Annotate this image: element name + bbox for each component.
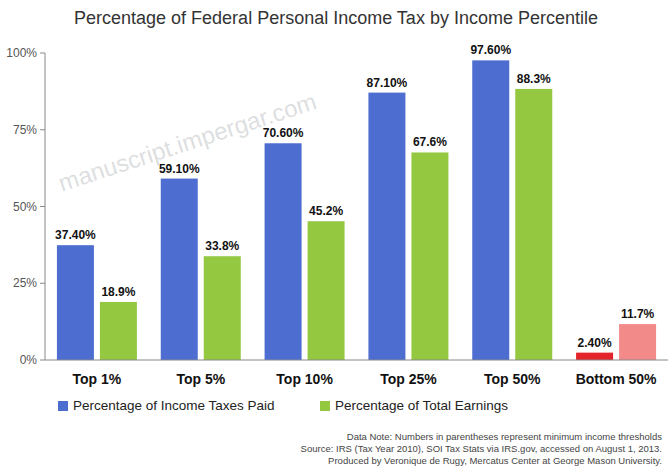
data-labels: 37.40% 59.10% 70.60% 87.10% 97.60% 2.40% 18.9%…: [55, 43, 655, 349]
category-label: Top 1%: [73, 371, 122, 387]
tick: [40, 360, 45, 361]
tick: [40, 129, 45, 130]
legend-label: Percentage of Income Taxes Paid: [73, 398, 275, 413]
note: Produced by Veronique de Rugy, Mercatus …: [328, 455, 662, 466]
y-axis: [45, 53, 46, 360]
note: Data Note: Numbers in parentheses repres…: [347, 431, 662, 442]
tick-label: 50%: [13, 200, 37, 214]
bar: [308, 221, 345, 360]
legend-swatch: [58, 401, 68, 411]
category-label: Top 10%: [276, 371, 333, 387]
data-label: 33.8%: [205, 239, 239, 253]
bar: [619, 324, 656, 360]
bar: [100, 302, 137, 360]
title: Percentage of Federal Personal Income Ta…: [74, 8, 598, 28]
legend-swatch: [320, 401, 330, 411]
legend: Percentage of Income Taxes Paid Percentag…: [58, 398, 508, 413]
category-label: Bottom 50%: [576, 371, 657, 387]
data-label: 67.6%: [413, 135, 447, 149]
tick-label: 25%: [13, 276, 37, 290]
tick-label: 75%: [13, 123, 37, 137]
data-label: 45.2%: [309, 204, 343, 218]
tick: [40, 283, 45, 284]
bars: [57, 60, 656, 360]
tick-label: 0%: [20, 353, 38, 367]
bar: [576, 353, 613, 360]
tick: [40, 53, 45, 54]
bar: [472, 60, 509, 360]
data-label: 2.40%: [578, 336, 612, 350]
bar: [411, 152, 448, 360]
data-label: 37.40%: [55, 228, 96, 242]
data-label: 70.60%: [263, 126, 304, 140]
category-label: Top 5%: [176, 371, 225, 387]
note: Source: IRS (Tax Year 2010), SOI Tax Sta…: [301, 443, 662, 454]
legend-label: Percentage of Total Earnings: [335, 398, 508, 413]
data-label: 88.3%: [517, 72, 551, 86]
bar: [204, 256, 241, 360]
tick-label: 100%: [6, 46, 37, 60]
bar: [161, 179, 198, 360]
bar: [515, 89, 552, 360]
tick: [40, 206, 45, 207]
data-label: 18.9%: [101, 285, 135, 299]
bar: [57, 245, 94, 360]
data-label: 11.7%: [621, 307, 655, 321]
data-label: 97.60%: [470, 43, 511, 57]
data-label: 87.10%: [367, 76, 408, 90]
category-label: Top 50%: [484, 371, 541, 387]
chart: Percentage of Federal Personal Income Ta…: [0, 0, 672, 476]
data-label: 59.10%: [159, 162, 200, 176]
x-axis: [45, 360, 668, 361]
category-label: Top 25%: [380, 371, 437, 387]
bar: [368, 93, 405, 360]
bar: [265, 143, 302, 360]
